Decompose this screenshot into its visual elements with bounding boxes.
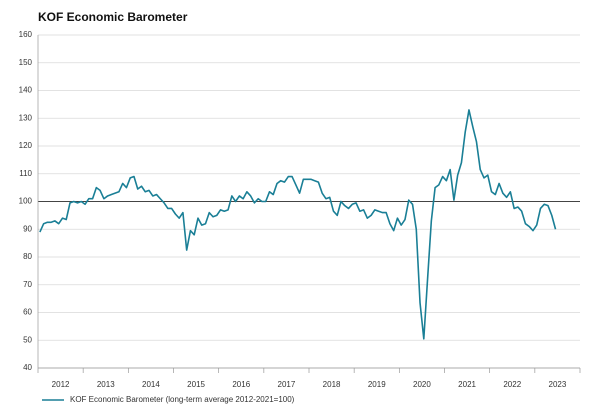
y-tick-label: 60: [23, 308, 32, 317]
x-tick-label: 2019: [368, 380, 386, 389]
x-tick-label: 2021: [458, 380, 476, 389]
y-tick-label: 90: [23, 224, 32, 233]
y-tick-label: 140: [19, 86, 33, 95]
y-tick-label: 70: [23, 280, 32, 289]
y-tick-label: 100: [19, 197, 33, 206]
y-tick-label: 120: [19, 141, 33, 150]
chart-title: KOF Economic Barometer: [38, 10, 188, 24]
y-tick-label: 160: [19, 30, 33, 39]
y-tick-label: 50: [23, 335, 32, 344]
y-tick-label: 110: [19, 169, 32, 178]
x-tick-label: 2014: [142, 380, 160, 389]
y-tick-label: 40: [23, 363, 32, 372]
x-tick-label: 2023: [549, 380, 567, 389]
x-tick-label: 2018: [323, 380, 341, 389]
x-tick-label: 2017: [278, 380, 296, 389]
x-tick-label: 2013: [97, 380, 115, 389]
legend-label: KOF Economic Barometer (long-term averag…: [70, 395, 295, 404]
y-tick-label: 80: [23, 252, 32, 261]
y-tick-label: 150: [19, 58, 33, 67]
x-tick-label: 2012: [52, 380, 70, 389]
x-tick-label: 2022: [503, 380, 521, 389]
x-tick-label: 2016: [232, 380, 250, 389]
y-tick-label: 130: [19, 113, 33, 122]
x-tick-label: 2015: [187, 380, 205, 389]
x-tick-label: 2020: [413, 380, 431, 389]
data-line: [39, 109, 557, 340]
